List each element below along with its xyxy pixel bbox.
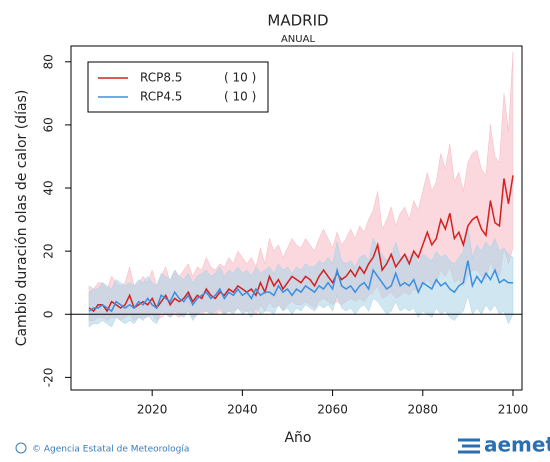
logo: aemet	[458, 433, 550, 457]
y-tick-label: 80	[42, 54, 56, 69]
series-line	[88, 260, 513, 313]
chart-subtitle: ANUAL	[281, 34, 315, 45]
credit-text: © Agencia Estatal de Meteorología	[32, 445, 189, 455]
x-tick-label: 2060	[317, 403, 348, 417]
y-tick-label: -20	[42, 368, 56, 388]
legend-count: ( 10 )	[224, 71, 256, 85]
y-tick-label: 60	[42, 117, 56, 132]
x-axis-label: Año	[284, 430, 311, 446]
logo-text: aemet	[484, 433, 550, 457]
plot-frame	[70, 45, 523, 391]
x-tick-label: 2100	[498, 403, 529, 417]
y-axis-label: Cambio duración olas de calor (días)	[14, 90, 30, 347]
credit-icon	[15, 442, 27, 454]
credit: © Agencia Estatal de Meteorología	[15, 442, 189, 455]
x-tick-label: 2080	[408, 403, 439, 417]
chart-title: MADRID	[267, 12, 328, 30]
y-tick-label: 40	[42, 180, 56, 195]
y-tick-label: 20	[42, 243, 56, 258]
y-tick-label: 0	[42, 310, 56, 318]
series-line	[88, 175, 514, 313]
legend-label: RCP8.5	[140, 71, 182, 85]
logo-icon	[458, 438, 480, 454]
x-tick-label: 2040	[227, 403, 258, 417]
legend-count: ( 10 )	[224, 90, 256, 104]
legend-label: RCP4.5	[140, 90, 182, 104]
x-tick-label: 2020	[137, 403, 168, 417]
legend-box	[87, 61, 269, 113]
